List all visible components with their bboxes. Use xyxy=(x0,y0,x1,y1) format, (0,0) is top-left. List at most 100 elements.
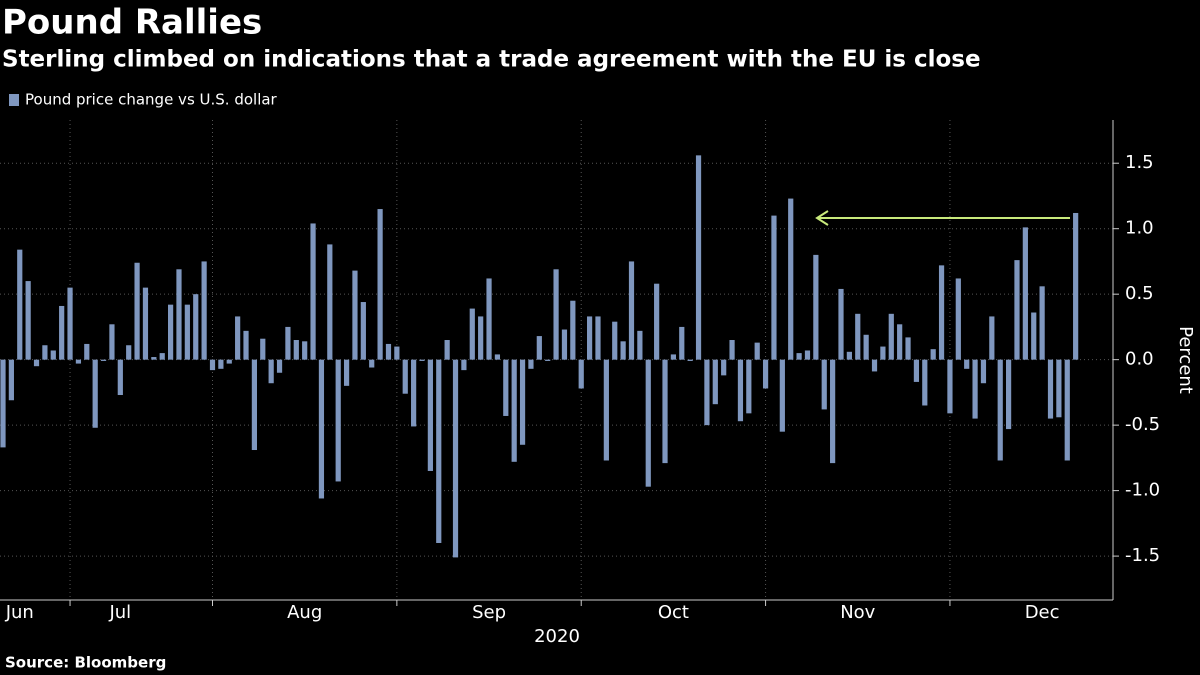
bar xyxy=(746,359,752,414)
y-tick-label: -1.0 xyxy=(1125,480,1160,501)
bar xyxy=(452,359,459,558)
bar xyxy=(142,287,149,360)
bar xyxy=(553,269,559,360)
bar xyxy=(427,359,433,471)
bar xyxy=(863,334,869,360)
bar xyxy=(84,343,90,360)
bar xyxy=(436,359,442,543)
bar xyxy=(687,359,693,361)
bar xyxy=(486,278,492,360)
bar xyxy=(628,261,635,360)
bar xyxy=(788,198,794,360)
bar xyxy=(67,287,73,360)
bar xyxy=(838,288,844,360)
bar xyxy=(821,359,827,410)
bar xyxy=(729,340,735,360)
bar xyxy=(25,281,31,360)
bar xyxy=(151,357,157,360)
bar xyxy=(980,359,987,384)
bar xyxy=(92,359,98,428)
annotation-arrow xyxy=(815,210,1070,226)
bar xyxy=(469,308,475,360)
x-tick-label: Sep xyxy=(472,602,506,623)
bar xyxy=(8,359,14,401)
bar xyxy=(0,359,6,448)
bar xyxy=(536,336,542,360)
bar xyxy=(972,359,978,419)
y-tick-label: -0.5 xyxy=(1125,414,1160,435)
y-tick-label: 0.0 xyxy=(1125,349,1154,370)
bar xyxy=(193,294,199,360)
bar xyxy=(779,359,785,432)
bar xyxy=(897,324,903,360)
bar xyxy=(302,341,308,360)
bar xyxy=(922,359,928,406)
bar xyxy=(603,359,609,461)
y-tick-label: 0.5 xyxy=(1125,283,1154,304)
bar xyxy=(704,359,710,426)
y-axis-label: Percent xyxy=(1175,326,1196,394)
bar xyxy=(293,340,299,360)
bar xyxy=(444,340,450,360)
bar xyxy=(503,359,509,416)
bar xyxy=(134,262,140,360)
bar xyxy=(59,305,65,360)
bar xyxy=(871,359,878,372)
bar xyxy=(218,359,224,369)
bar xyxy=(913,359,920,382)
bar xyxy=(721,359,727,376)
bar xyxy=(905,337,911,360)
bar xyxy=(494,354,501,360)
x-tick-label: Aug xyxy=(287,602,322,623)
bar xyxy=(637,330,643,360)
bar xyxy=(997,359,1003,461)
bar xyxy=(528,359,534,369)
bar xyxy=(327,244,333,360)
bar xyxy=(243,330,249,360)
bar xyxy=(394,346,400,360)
bar xyxy=(679,326,685,360)
bar xyxy=(930,349,936,360)
plot: -1.5 -1.0 -0.5 0.0 0.5 1.0 1.5 Jun Jul Aug Sep Oct N… xyxy=(0,120,1160,623)
bar xyxy=(369,359,375,368)
bar xyxy=(511,359,517,462)
legend-label: Pound price change vs U.S. dollar xyxy=(25,91,278,109)
bar xyxy=(117,359,123,396)
bar xyxy=(570,300,576,360)
bar xyxy=(1064,359,1070,461)
bar xyxy=(377,209,383,360)
bar xyxy=(880,346,886,360)
x-axis-label: 2020 xyxy=(534,626,580,647)
source: Source: Bloomberg xyxy=(5,654,166,672)
bar xyxy=(989,316,995,360)
y-tick-label: -1.5 xyxy=(1125,545,1160,566)
bar xyxy=(318,359,325,499)
bar xyxy=(285,326,291,360)
bar xyxy=(33,359,40,367)
x-tick-label: Oct xyxy=(658,602,689,623)
bar xyxy=(1031,312,1037,360)
bar xyxy=(938,265,945,360)
bar xyxy=(813,254,819,360)
bar xyxy=(235,316,241,360)
bar xyxy=(310,223,316,360)
bar xyxy=(226,359,232,364)
bar xyxy=(343,359,350,386)
bar xyxy=(612,321,618,360)
bar xyxy=(855,313,861,360)
bar xyxy=(159,353,165,360)
bar xyxy=(109,324,115,360)
bar xyxy=(947,359,953,414)
bar xyxy=(251,359,257,451)
bar xyxy=(561,329,568,360)
bar xyxy=(168,304,174,360)
bar xyxy=(1039,286,1045,360)
bar xyxy=(17,249,23,360)
bar xyxy=(461,359,467,371)
bar xyxy=(201,261,207,360)
bar xyxy=(184,304,190,360)
y-tick-label: 1.0 xyxy=(1125,218,1154,239)
chart-title: Pound Rallies xyxy=(2,3,262,43)
x-tick-label: Nov xyxy=(840,602,875,623)
